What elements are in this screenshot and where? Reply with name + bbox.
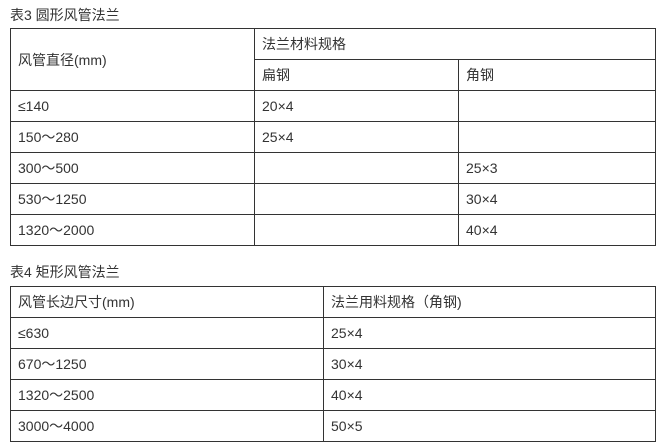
table-header-row: 风管长边尺寸(mm) 法兰用料规格（角钢) [10, 286, 656, 318]
table4-rect-duct-flange: 风管长边尺寸(mm) 法兰用料规格（角钢) ≤630 25×4 670～1250 30… [10, 286, 656, 442]
cell: 1320～2000 [10, 214, 255, 246]
cell: 1320～2500 [10, 379, 324, 411]
header-angle-steel: 角钢 [458, 59, 656, 91]
cell: 25×4 [254, 121, 459, 153]
cell [254, 152, 459, 184]
cell: 670～1250 [10, 348, 324, 380]
header-duct-diameter: 风管直径(mm) [10, 28, 255, 91]
header-flange-material: 法兰材料规格 [254, 28, 656, 60]
table-row: 150～280 25×4 [10, 121, 656, 153]
table3-caption: 表3 圆形风管法兰 [10, 7, 120, 23]
cell [458, 90, 656, 122]
table4-caption: 表4 矩形风管法兰 [10, 264, 120, 280]
header-flange-spec: 法兰用料规格（角钢) [323, 286, 656, 318]
cell: 530～1250 [10, 183, 255, 215]
table-row: 1320～2000 40×4 [10, 214, 656, 246]
table-row: ≤140 20×4 [10, 90, 656, 122]
table-row: 530～1250 30×4 [10, 183, 656, 215]
table-row: ≤630 25×4 [10, 317, 656, 349]
header-long-side: 风管长边尺寸(mm) [10, 286, 324, 318]
cell: ≤630 [10, 317, 324, 349]
cell: ≤140 [10, 90, 255, 122]
header-flat-steel: 扁钢 [254, 59, 459, 91]
cell: 40×4 [458, 214, 656, 246]
cell: 50×5 [323, 410, 656, 442]
cell [254, 214, 459, 246]
cell [458, 121, 656, 153]
cell: 20×4 [254, 90, 459, 122]
cell: 30×4 [458, 183, 656, 215]
cell: 30×4 [323, 348, 656, 380]
table-subheader-row: 扁钢 角钢 [11, 59, 656, 91]
table3-round-duct-flange: 风管直径(mm) 法兰材料规格 扁钢 角钢 ≤140 20×4 150～280 25… [10, 28, 656, 246]
cell: 25×3 [458, 152, 656, 184]
table-header-row: 风管直径(mm) 法兰材料规格 [10, 28, 656, 91]
table-row: 3000～4000 50×5 [10, 410, 656, 442]
table-row: 1320～2500 40×4 [10, 379, 656, 411]
cell: 40×4 [323, 379, 656, 411]
table-row: 300～500 25×3 [10, 152, 656, 184]
cell [254, 183, 459, 215]
table-row: 670～1250 30×4 [10, 348, 656, 380]
cell: 25×4 [323, 317, 656, 349]
cell: 150～280 [10, 121, 255, 153]
cell: 300～500 [10, 152, 255, 184]
cell: 3000～4000 [10, 410, 324, 442]
